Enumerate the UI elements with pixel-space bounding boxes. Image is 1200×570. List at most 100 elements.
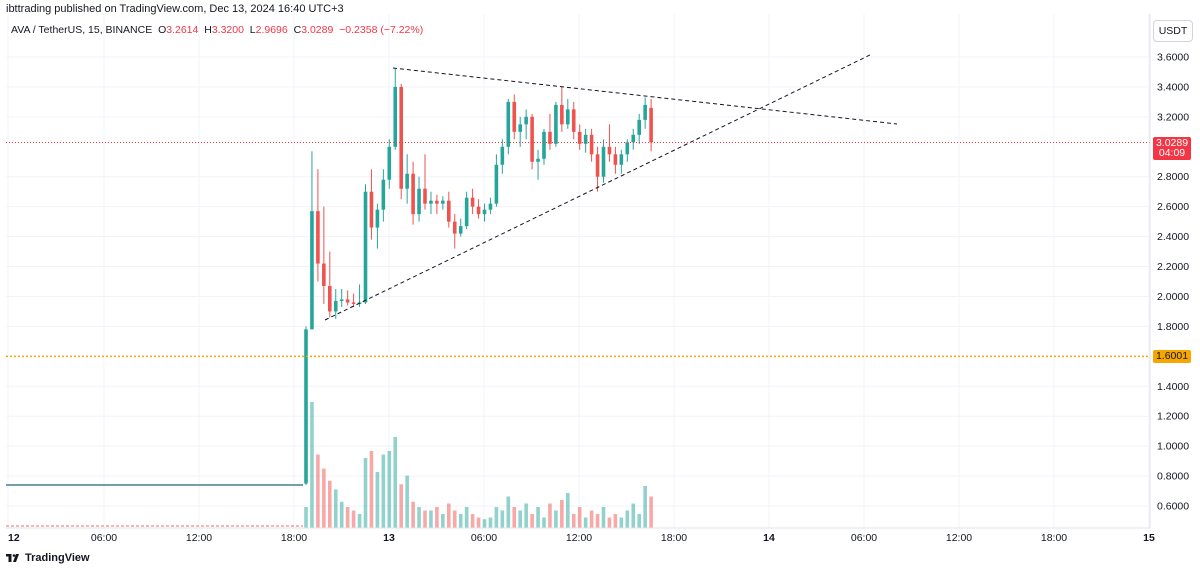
candle bbox=[375, 203, 380, 249]
candle-body bbox=[405, 173, 409, 189]
candle bbox=[577, 124, 582, 150]
candle-body bbox=[530, 116, 534, 162]
candle-body bbox=[393, 86, 398, 147]
candle bbox=[560, 86, 564, 132]
candle bbox=[649, 98, 653, 152]
candle-body bbox=[643, 104, 647, 120]
candle-body bbox=[375, 209, 380, 228]
price-levels bbox=[6, 141, 1150, 358]
time-tick-label: 14 bbox=[763, 532, 775, 544]
candle bbox=[339, 288, 344, 307]
candle bbox=[464, 191, 469, 230]
volume-bar bbox=[310, 402, 314, 528]
footer: TradingView bbox=[6, 552, 90, 564]
candle-body bbox=[328, 285, 332, 312]
triangle-upper-trendline[interactable] bbox=[392, 67, 898, 125]
volume-bar bbox=[399, 484, 403, 528]
time-tick-label: 18:00 bbox=[281, 532, 307, 544]
triangle-lower-trendline[interactable] bbox=[324, 53, 873, 321]
candle bbox=[393, 68, 398, 150]
time-tick-label: 06:00 bbox=[471, 532, 497, 544]
candle bbox=[328, 251, 332, 318]
high-value: 3.3200 bbox=[211, 24, 244, 36]
trendlines[interactable] bbox=[324, 53, 898, 321]
candle-body bbox=[536, 158, 540, 162]
time-tick-label: 12:00 bbox=[186, 532, 212, 544]
candle bbox=[566, 98, 570, 129]
candle bbox=[571, 101, 576, 140]
price-tick-label: 3.4000 bbox=[1157, 81, 1189, 93]
candle bbox=[607, 124, 612, 162]
volume-bar bbox=[571, 514, 576, 528]
volume-bar bbox=[351, 510, 356, 528]
candle-body bbox=[333, 300, 338, 312]
price-tick-label: 2.0000 bbox=[1157, 291, 1189, 303]
candle-body bbox=[542, 131, 546, 159]
candle bbox=[506, 98, 511, 155]
close-label: C bbox=[293, 24, 302, 36]
candle-body bbox=[488, 203, 493, 210]
candle bbox=[345, 290, 350, 306]
candle bbox=[387, 139, 392, 189]
price-tick-label: 2.4000 bbox=[1157, 231, 1189, 243]
candle-body bbox=[631, 134, 636, 143]
price-tick-label: 1.4000 bbox=[1157, 381, 1189, 393]
candle-body bbox=[411, 173, 415, 215]
volume-bar bbox=[583, 517, 588, 528]
candle-body bbox=[649, 107, 653, 143]
volume-bar bbox=[542, 517, 546, 528]
volume-bar bbox=[625, 510, 630, 528]
candle bbox=[643, 97, 647, 129]
volume-bar bbox=[518, 510, 522, 528]
candle bbox=[405, 154, 409, 204]
currency-unit-button[interactable]: USDT bbox=[1153, 20, 1193, 42]
candle bbox=[583, 128, 588, 153]
candle-body bbox=[524, 116, 528, 125]
ohlc-legend: AVA / TetherUS, 15, BINANCE O3.2614 H3.3… bbox=[11, 24, 423, 36]
candle bbox=[316, 169, 320, 282]
volume-bar bbox=[369, 451, 374, 528]
volume-bar bbox=[435, 507, 439, 528]
candle-body bbox=[637, 119, 641, 135]
candle-body bbox=[369, 191, 374, 228]
candle-body bbox=[417, 188, 421, 215]
candle-body bbox=[435, 200, 439, 204]
candle bbox=[530, 113, 534, 170]
candle-body bbox=[452, 221, 457, 234]
candle bbox=[536, 149, 540, 180]
price-tick-label: 0.6000 bbox=[1157, 501, 1189, 513]
level-price-tag: 1.6001 bbox=[1153, 350, 1191, 363]
candle-body bbox=[363, 191, 368, 303]
brand-name: TradingView bbox=[25, 552, 90, 564]
volume-bar bbox=[328, 480, 332, 528]
bar-countdown: 04:09 bbox=[1158, 147, 1186, 159]
volume-bar bbox=[500, 510, 505, 528]
candle bbox=[470, 188, 475, 215]
symbol-title[interactable]: AVA / TetherUS, 15, BINANCE bbox=[11, 24, 153, 36]
volume-bar bbox=[601, 507, 606, 528]
candle bbox=[488, 197, 493, 215]
volume-bar bbox=[482, 519, 487, 528]
candle-body bbox=[548, 131, 552, 144]
volume-bar bbox=[637, 514, 641, 528]
volume-bar bbox=[333, 489, 338, 528]
candle-body bbox=[429, 200, 433, 204]
volume-bar bbox=[512, 507, 517, 528]
candles bbox=[304, 68, 653, 486]
volume-bar bbox=[530, 514, 534, 528]
time-tick-label: 18:00 bbox=[661, 532, 687, 544]
candle bbox=[631, 128, 636, 150]
price-tick-label: 1.8000 bbox=[1157, 321, 1189, 333]
candle bbox=[524, 109, 528, 140]
candle bbox=[458, 218, 463, 237]
price-tick-label: 3.2000 bbox=[1157, 111, 1189, 123]
publisher-attribution: ibttrading published on TradingView.com,… bbox=[6, 3, 344, 15]
time-tick-label: 06:00 bbox=[91, 532, 117, 544]
candle bbox=[619, 149, 624, 174]
candle bbox=[447, 191, 451, 228]
volume-bars bbox=[304, 402, 653, 528]
candle bbox=[423, 154, 427, 210]
candle bbox=[369, 169, 374, 240]
low-label: L bbox=[249, 24, 256, 36]
